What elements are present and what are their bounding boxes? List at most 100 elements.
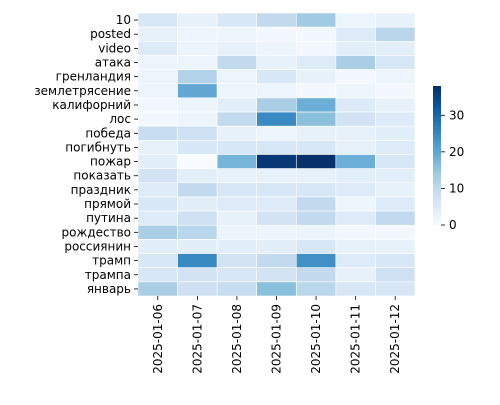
heatmap-cell: [295, 55, 337, 70]
colorbar-segment: [433, 192, 441, 196]
heatmap-cell: [335, 111, 376, 127]
y-tick-label: путина: [86, 211, 131, 225]
heatmap-cell: [177, 140, 218, 155]
heatmap-cell: [335, 26, 376, 42]
heatmap-cell: [256, 154, 297, 169]
colorbar-segment: [433, 164, 441, 168]
heatmap-cell: [375, 281, 416, 297]
heatmap-cell: [137, 26, 178, 42]
heatmap-cell: [177, 69, 218, 85]
colorbar-segment: [433, 104, 441, 108]
colorbar-segment: [433, 134, 441, 138]
colorbar-segment: [433, 86, 441, 89]
heatmap-cell: [177, 97, 218, 113]
heatmap-cell: [256, 224, 297, 240]
heatmap-cell: [295, 111, 337, 127]
heatmap-cell: [375, 111, 416, 127]
colorbar-tick-label: 20: [449, 145, 464, 159]
heatmap-cell: [137, 182, 178, 198]
heatmap-cell: [256, 26, 297, 42]
heatmap-cell: [137, 196, 178, 212]
heatmap-cell: [137, 12, 178, 28]
heatmap-cell: [295, 210, 337, 226]
colorbar-segment: [433, 160, 441, 163]
colorbar-segment: [433, 88, 441, 92]
colorbar-tick-label: 30: [449, 108, 464, 122]
heatmap-cells: [137, 12, 416, 297]
heatmap-cell: [256, 210, 297, 226]
heatmap-cell: [295, 154, 337, 169]
colorbar-segment: [433, 178, 441, 182]
heatmap-cell: [137, 111, 178, 127]
heatmap-cell: [375, 83, 416, 99]
y-tick-label: прямой: [84, 197, 131, 211]
heatmap-cell: [375, 40, 416, 56]
heatmap-cell: [216, 12, 258, 28]
heatmap-cell: [335, 83, 376, 99]
heatmap-cell: [375, 182, 416, 198]
heatmap-cell: [295, 40, 337, 56]
colorbar-segment: [433, 218, 441, 221]
heatmap-cell: [335, 97, 376, 113]
heatmap-cell: [335, 69, 376, 85]
colorbar-segment: [433, 220, 441, 224]
heatmap-cell: [375, 196, 416, 212]
heatmap-cell: [256, 239, 297, 254]
heatmap-cell: [137, 125, 178, 141]
heatmap-cell: [256, 281, 297, 297]
y-tick-label: лос: [109, 112, 131, 126]
heatmap-cell: [295, 12, 337, 28]
heatmap-cell: [216, 239, 258, 254]
y-tick-label: показать: [73, 169, 131, 183]
colorbar-segment: [433, 146, 441, 150]
heatmap-cell: [177, 281, 218, 297]
heatmap-cell: [375, 140, 416, 155]
x-tick-labels: 2025-01-06 2025-01-07 2025-01-08 2025-01-09…: [151, 296, 402, 374]
colorbar-segment: [433, 143, 441, 147]
heatmap-cell: [256, 125, 297, 141]
y-tick-label: россиянин: [64, 239, 131, 253]
heatmap-cell: [256, 182, 297, 198]
heatmap-cell: [137, 253, 178, 269]
colorbar-segment: [433, 132, 441, 136]
heatmap-cell: [216, 111, 258, 127]
heatmap-cell: [256, 140, 297, 155]
heatmap-cell: [375, 224, 416, 240]
heatmap-cell: [335, 224, 376, 240]
heatmap-cell: [335, 140, 376, 155]
colorbar-segment: [433, 171, 441, 175]
heatmap-cell: [335, 267, 376, 283]
heatmap-cell: [256, 253, 297, 269]
heatmap-cell: [256, 12, 297, 28]
y-tick-label: video: [98, 41, 131, 55]
heatmap-cell: [335, 182, 376, 198]
heatmap-cell: [295, 253, 337, 269]
colorbar-segment: [433, 162, 441, 166]
heatmap-cell: [256, 111, 297, 127]
colorbar: 0 10 20 30: [433, 86, 464, 232]
heatmap-cell: [137, 267, 178, 283]
y-tick-label: атака: [95, 56, 131, 70]
x-tick-label: 2025-01-10: [309, 304, 323, 374]
colorbar-segment: [433, 190, 441, 194]
x-tick-label: 2025-01-06: [151, 304, 165, 374]
colorbar-segment: [433, 206, 441, 210]
heatmap-cell: [216, 182, 258, 198]
colorbar-segment: [433, 92, 441, 96]
heatmap-cell: [177, 12, 218, 28]
heatmap-cell: [375, 26, 416, 42]
colorbar-tick-label: 10: [449, 181, 464, 195]
colorbar-segment: [433, 118, 441, 122]
y-tick-label: гренландия: [56, 70, 131, 84]
heatmap-cell: [216, 40, 258, 56]
colorbar-segment: [433, 155, 441, 159]
heatmap-cell: [335, 55, 376, 70]
colorbar-segment: [433, 116, 441, 119]
heatmap-cell: [137, 40, 178, 56]
colorbar-segment: [433, 150, 441, 154]
heatmap-cell: [335, 196, 376, 212]
heatmap-cell: [177, 26, 218, 42]
heatmap-cell: [335, 281, 376, 297]
